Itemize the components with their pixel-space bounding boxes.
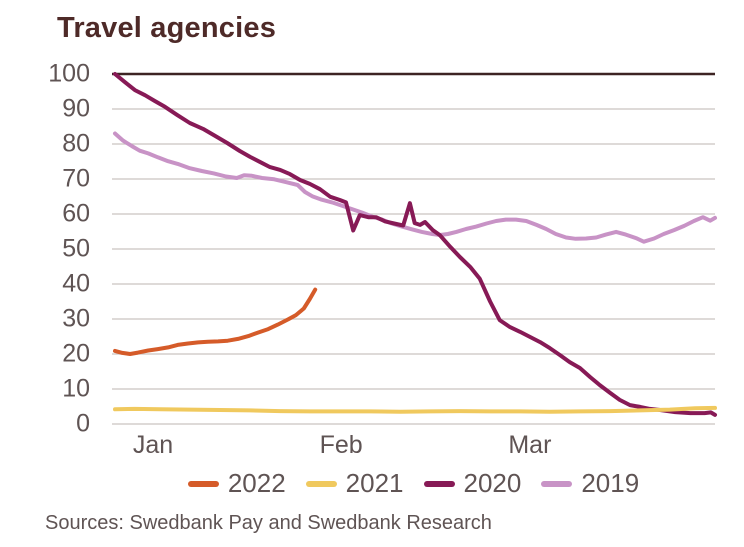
y-tick-label: 80	[62, 129, 90, 158]
x-tick-label-feb: Feb	[319, 431, 363, 459]
y-tick-label: 0	[76, 409, 90, 438]
series-line-2022	[113, 287, 318, 356]
legend-item-2020: 2020	[423, 468, 522, 499]
series-line-2019	[113, 131, 717, 244]
x-tick-label-mar: Mar	[508, 431, 552, 459]
legend-label-2020: 2020	[463, 468, 522, 498]
y-tick-label: 60	[62, 199, 90, 228]
legend-item-2019: 2019	[541, 468, 639, 499]
series-line-2021	[113, 405, 717, 414]
y-tick-label: 90	[62, 94, 90, 123]
chart-legend: 2022 2021 2020 2019	[112, 468, 715, 499]
y-tick-label: 10	[62, 374, 90, 403]
legend-item-2022: 2022	[187, 468, 286, 499]
legend-item-2021: 2021	[305, 468, 404, 499]
y-tick-label: 70	[62, 164, 90, 193]
source-note: Sources: Swedbank Pay and Swedbank Resea…	[45, 512, 492, 534]
chart-title: Travel agencies	[57, 12, 277, 44]
y-tick-label: 30	[62, 304, 90, 333]
series-line-2020	[113, 72, 717, 417]
legend-label-2021: 2021	[345, 468, 404, 498]
y-tick-label: 50	[62, 234, 90, 263]
legend-swatch-2019	[541, 480, 573, 487]
legend-swatch-2021	[305, 480, 337, 487]
legend-label-2022: 2022	[227, 468, 286, 498]
y-tick-label: 40	[62, 269, 90, 298]
y-tick-label: 100	[48, 59, 90, 88]
legend-swatch-2020	[423, 480, 455, 487]
legend-label-2019: 2019	[581, 468, 640, 498]
x-tick-label-jan: Jan	[132, 431, 174, 459]
legend-swatch-2022	[187, 480, 219, 487]
y-tick-label: 20	[62, 339, 90, 368]
